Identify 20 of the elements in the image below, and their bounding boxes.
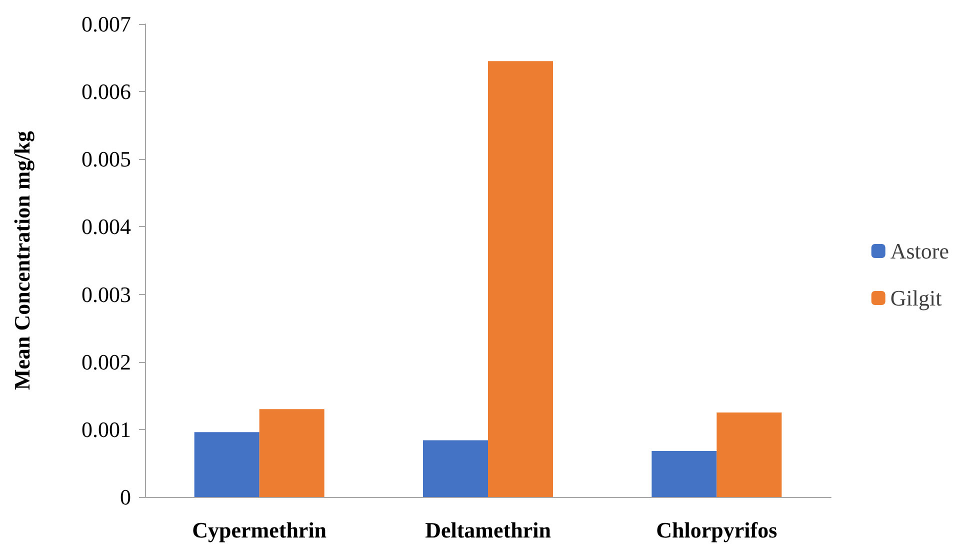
x-tick-label: Chlorpyrifos xyxy=(656,518,778,542)
bar xyxy=(259,409,324,497)
y-tick-label: 0.005 xyxy=(82,146,131,172)
bar xyxy=(716,412,782,497)
y-tick-label: 0.003 xyxy=(82,282,131,307)
y-tick-label: 0.002 xyxy=(82,349,131,374)
legend-label: Astore xyxy=(890,238,950,264)
x-tick-label: Cypermethrin xyxy=(192,518,327,542)
y-axis-title: Mean Concentration mg/kg xyxy=(10,130,34,390)
y-tick-label: 0.004 xyxy=(82,214,131,240)
y-tick-label: 0.001 xyxy=(82,416,131,442)
bar xyxy=(652,451,717,497)
y-tick-label: 0.006 xyxy=(82,79,131,104)
bar xyxy=(194,432,260,497)
y-tick-label: 0.007 xyxy=(82,12,131,36)
bar xyxy=(488,61,553,497)
y-tick-label: 0 xyxy=(120,484,131,510)
bar xyxy=(423,440,488,497)
x-tick-label: Deltamethrin xyxy=(425,518,551,542)
legend-label: Gilgit xyxy=(890,286,942,310)
